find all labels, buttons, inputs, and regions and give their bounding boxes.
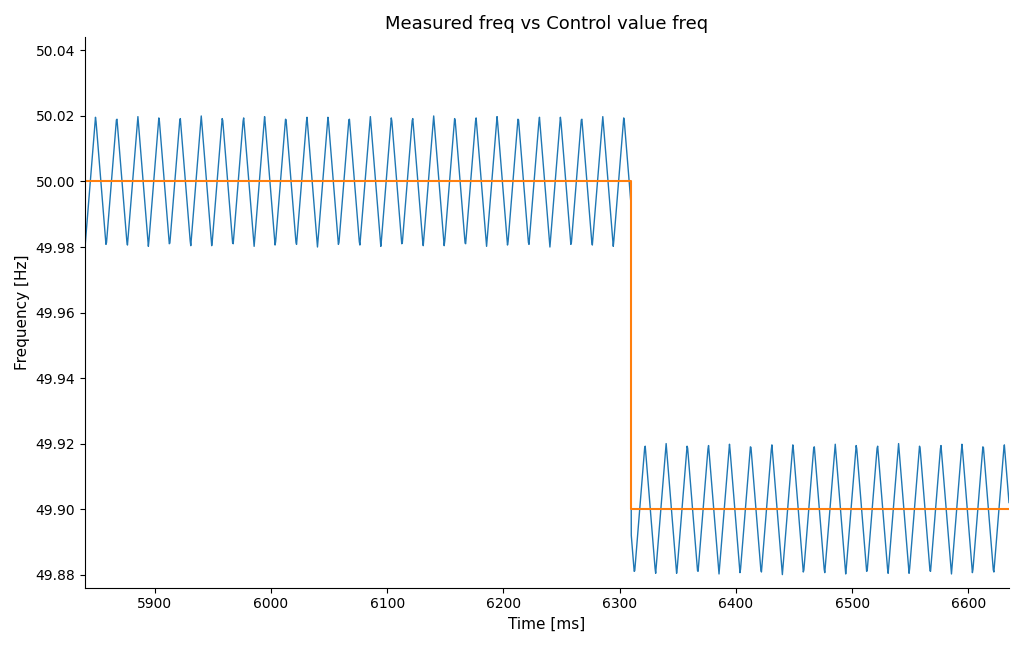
Title: Measured freq vs Control value freq: Measured freq vs Control value freq	[385, 15, 709, 33]
Y-axis label: Frequency [Hz]: Frequency [Hz]	[15, 255, 30, 370]
X-axis label: Time [ms]: Time [ms]	[508, 617, 586, 632]
